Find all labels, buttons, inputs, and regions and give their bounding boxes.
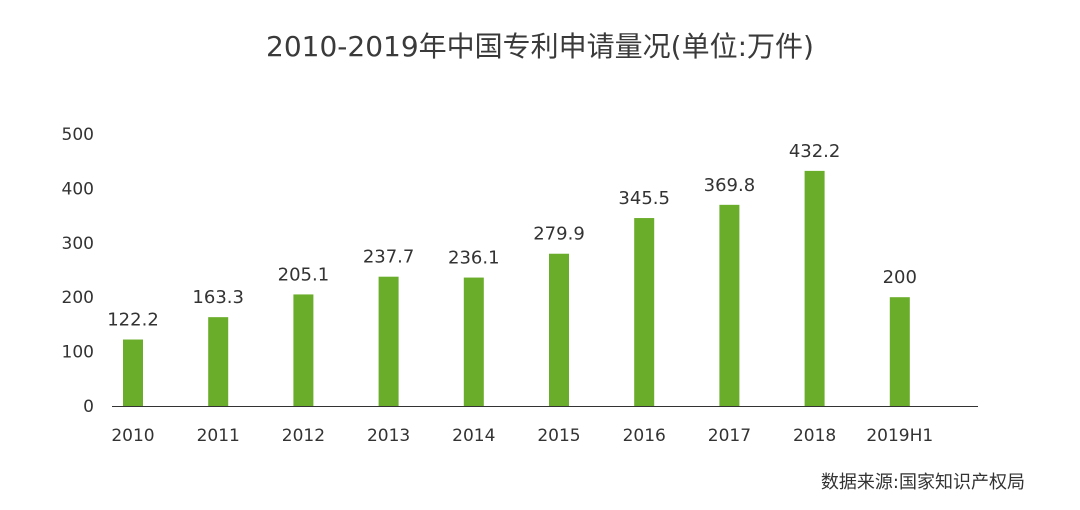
y-tick-label: 200 xyxy=(62,288,94,308)
x-tick-label: 2013 xyxy=(367,426,410,446)
bar-2011 xyxy=(208,317,229,406)
bar-2018 xyxy=(804,170,825,406)
data-label-2012: 205.1 xyxy=(278,264,330,285)
bar-2012 xyxy=(293,294,314,406)
bars xyxy=(123,170,910,406)
data-label-2014: 236.1 xyxy=(448,248,500,269)
x-tick-label: 2011 xyxy=(197,426,240,446)
chart-title: 2010-2019年中国专利申请量况(单位:万件) xyxy=(266,30,814,63)
y-tick-label: 100 xyxy=(62,343,94,363)
bar-2017 xyxy=(719,204,740,406)
y-axis: 0 100 200 300 400 500 xyxy=(62,125,94,417)
data-labels: 122.2 163.3 205.1 237.7 236.1 279.9 345.5 369.8… xyxy=(107,141,917,331)
data-label-2018: 432.2 xyxy=(789,141,841,162)
x-tick-label: 2017 xyxy=(708,426,751,446)
source-note: 数据来源:国家知识产权局 xyxy=(821,472,1025,493)
x-tick-label: 2014 xyxy=(452,426,495,446)
data-label-2017: 369.8 xyxy=(704,175,756,196)
data-label-2013: 237.7 xyxy=(363,247,415,268)
x-tick-label: 2019H1 xyxy=(866,426,933,446)
bar-2010 xyxy=(123,339,143,406)
data-label-2019H1: 200 xyxy=(883,267,917,288)
y-tick-label: 400 xyxy=(62,179,94,199)
bar-2016 xyxy=(634,218,655,406)
y-tick-label: 0 xyxy=(83,397,94,417)
y-tick-label: 500 xyxy=(62,125,94,145)
bar-2013 xyxy=(378,276,399,406)
x-tick-label: 2012 xyxy=(282,426,325,446)
data-label-2010: 122.2 xyxy=(107,310,159,331)
x-tick-label: 2016 xyxy=(623,426,666,446)
bar-2014 xyxy=(463,277,484,406)
x-tick-label: 2010 xyxy=(111,426,154,446)
y-tick-label: 300 xyxy=(62,234,94,254)
x-tick-label: 2015 xyxy=(537,426,580,446)
x-axis: 2010 2011 2012 2013 2014 2015 2016 2017 2018 2019… xyxy=(111,426,933,446)
data-label-2015: 279.9 xyxy=(533,224,585,245)
data-label-2011: 163.3 xyxy=(192,287,244,308)
x-tick-label: 2018 xyxy=(793,426,836,446)
bar-2019H1 xyxy=(889,297,910,406)
bar-2015 xyxy=(549,253,569,406)
data-label-2016: 345.5 xyxy=(618,188,670,209)
